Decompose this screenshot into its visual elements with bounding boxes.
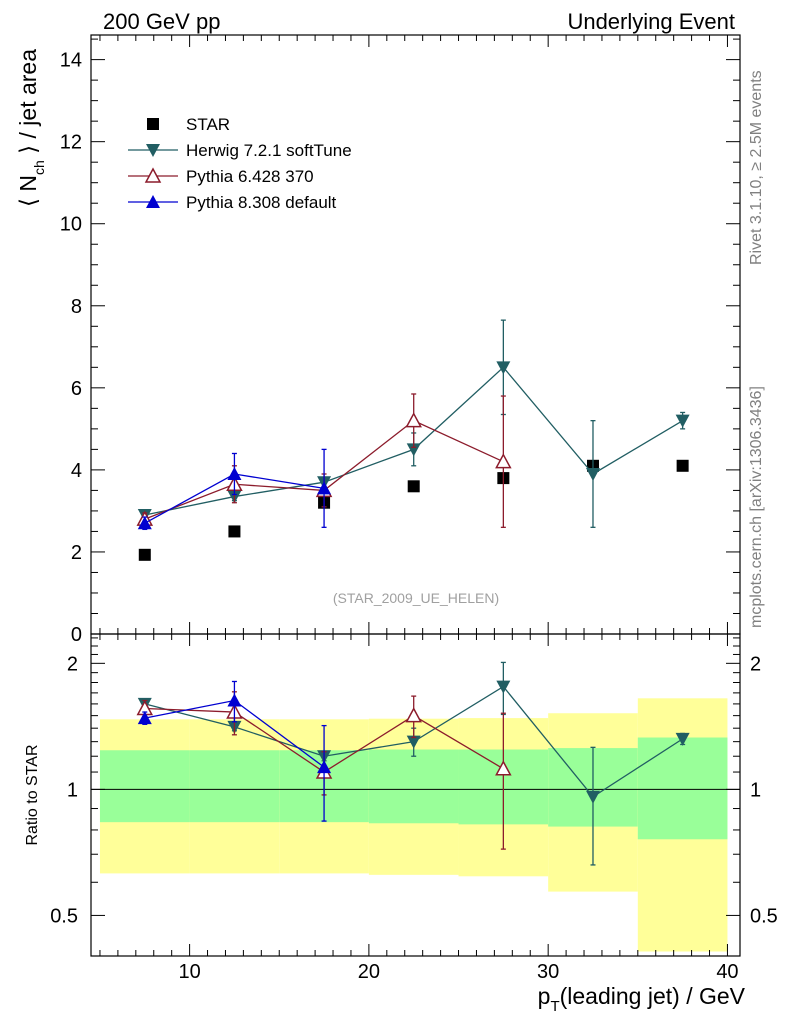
data-point [137, 516, 152, 530]
data-point [496, 361, 511, 375]
legend-marker [147, 118, 159, 130]
main-panel: 0 2 4 6 8 10 12 14 STAR Herwig 7.2.1 softTune Pyth… [60, 34, 741, 646]
rivet-version-label: Rivet 3.1.10, ≥ 2.5M events [748, 70, 765, 265]
x-tick-label: 40 [716, 961, 738, 983]
data-point [405, 707, 422, 723]
y-tick-label: 1 [750, 779, 761, 801]
legend: STAR Herwig 7.2.1 softTune Pythia 6.428 37… [128, 115, 352, 212]
legend-marker [144, 167, 162, 183]
data-point [138, 548, 151, 561]
y-tick-label: 2 [71, 542, 82, 564]
y-tick-label: 10 [60, 214, 82, 236]
legend-entry-label: Pythia 8.308 default [186, 193, 337, 212]
data-point [405, 412, 422, 428]
ratio-frame [90, 633, 741, 957]
data-point [317, 481, 332, 495]
mcplots-label: mcplots.cern.ch [arXiv:1306.3436] [748, 386, 765, 628]
uncertainty-band-inner [368, 749, 459, 824]
y-tick-label: 2 [750, 653, 761, 675]
ratio-y-axis-label: Ratio to STAR [24, 744, 41, 845]
data-point [496, 680, 511, 694]
ratio-panel: 10 20 30 40 0.5 0.5 1 1 2 2 [50, 633, 778, 983]
data-point [675, 414, 690, 428]
analysis-label: (STAR_2009_UE_HELEN) [333, 590, 499, 606]
y-tick-label: 12 [60, 132, 82, 154]
y-tick-label: 8 [71, 296, 82, 318]
data-point [406, 735, 421, 749]
data-point [676, 459, 689, 472]
data-point [407, 480, 420, 493]
legend-entry-label: Herwig 7.2.1 softTune [186, 141, 352, 160]
data-point [137, 711, 152, 725]
y-tick-label: 0 [71, 624, 82, 646]
data-point [227, 693, 242, 707]
header-right: Underlying Event [567, 9, 735, 34]
uncertainty-band-inner [637, 737, 728, 840]
header-left: 200 GeV pp [103, 9, 220, 34]
data-point [675, 732, 690, 746]
uncertainty-band-inner [189, 750, 280, 823]
x-tick-label: 10 [178, 961, 200, 983]
y-tick-label: 2 [67, 653, 78, 675]
data-point [495, 760, 512, 776]
data-point [228, 525, 241, 538]
y-tick-label: 0.5 [50, 905, 78, 927]
legend-entry-label: STAR [186, 115, 230, 134]
data-point [495, 453, 512, 469]
data-point [585, 467, 600, 481]
y-tick-label: 14 [60, 50, 82, 72]
data-point [227, 466, 242, 480]
y-tick-label: 0.5 [750, 905, 778, 927]
data-point [317, 760, 332, 774]
y-tick-label: 1 [67, 779, 78, 801]
legend-marker [146, 195, 160, 208]
x-tick-label: 30 [537, 961, 559, 983]
y-tick-label: 4 [71, 460, 82, 482]
x-tick-label: 20 [358, 961, 380, 983]
data-point [406, 443, 421, 457]
legend-marker [146, 144, 160, 157]
uncertainty-band-inner [99, 750, 190, 823]
legend-entry-label: Pythia 6.428 370 [186, 167, 314, 186]
data-point [585, 790, 600, 804]
y-tick-label: 6 [71, 378, 82, 400]
